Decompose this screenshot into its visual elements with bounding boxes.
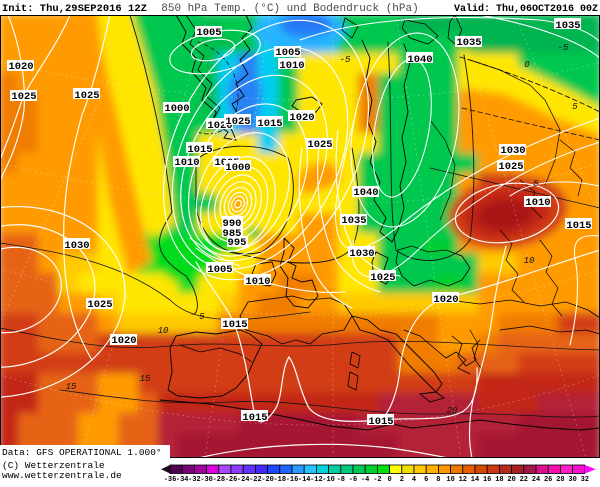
svg-text:1010: 1010 [525, 197, 550, 209]
svg-text:1005: 1005 [275, 47, 300, 59]
svg-text:1015: 1015 [222, 319, 247, 331]
svg-text:15: 15 [140, 374, 151, 384]
svg-text:1000: 1000 [164, 103, 189, 115]
svg-text:5: 5 [533, 179, 539, 189]
svg-text:-12: -12 [310, 476, 323, 482]
svg-text:-8: -8 [337, 476, 345, 482]
svg-text:15: 15 [66, 382, 77, 392]
svg-text:1005: 1005 [207, 264, 232, 276]
svg-text:5: 5 [199, 312, 205, 322]
svg-text:-2: -2 [373, 476, 381, 482]
svg-text:1015: 1015 [257, 118, 282, 130]
svg-text:32: 32 [581, 476, 589, 482]
svg-text:1025: 1025 [11, 91, 36, 103]
svg-text:10: 10 [446, 476, 454, 482]
svg-text:1015: 1015 [566, 220, 591, 232]
svg-text:-5: -5 [340, 55, 351, 65]
svg-text:10: 10 [524, 256, 535, 266]
svg-text:5: 5 [572, 102, 578, 112]
svg-text:Init: Thu,29SEP2016 12Z: Init: Thu,29SEP2016 12Z [2, 3, 147, 15]
svg-text:26: 26 [544, 476, 552, 482]
svg-text:6: 6 [424, 476, 428, 482]
svg-text:20: 20 [447, 406, 458, 416]
svg-text:18: 18 [495, 476, 503, 482]
svg-text:-24: -24 [237, 476, 250, 482]
svg-text:1020: 1020 [433, 294, 458, 306]
svg-text:1015: 1015 [242, 412, 267, 424]
svg-text:1035: 1035 [555, 20, 580, 32]
svg-text:-20: -20 [261, 476, 274, 482]
svg-text:1030: 1030 [349, 248, 374, 260]
svg-text:1025: 1025 [498, 161, 523, 173]
svg-text:1005: 1005 [196, 27, 221, 39]
svg-text:30: 30 [568, 476, 576, 482]
svg-text:16: 16 [483, 476, 491, 482]
svg-text:1035: 1035 [341, 215, 366, 227]
svg-text:-36: -36 [164, 476, 177, 482]
svg-text:4: 4 [412, 476, 416, 482]
svg-text:1020: 1020 [111, 335, 136, 347]
svg-text:-28: -28 [212, 476, 225, 482]
svg-text:14: 14 [471, 476, 479, 482]
svg-text:1015: 1015 [187, 144, 212, 156]
svg-text:10: 10 [158, 326, 169, 336]
svg-text:-16: -16 [286, 476, 299, 482]
svg-text:12: 12 [459, 476, 467, 482]
svg-text:1025: 1025 [307, 139, 332, 151]
svg-text:28: 28 [556, 476, 564, 482]
svg-text:1030: 1030 [500, 145, 525, 157]
svg-text:2: 2 [400, 476, 404, 482]
svg-text:Data: GFS OPERATIONAL 1.000°: Data: GFS OPERATIONAL 1.000° [2, 447, 162, 458]
svg-text:-14: -14 [298, 476, 311, 482]
svg-text:1015: 1015 [368, 416, 393, 428]
svg-text:1020: 1020 [289, 112, 314, 124]
svg-text:www.wetterzentrale.de: www.wetterzentrale.de [2, 470, 122, 481]
svg-text:1020: 1020 [8, 61, 33, 73]
svg-text:-32: -32 [188, 476, 201, 482]
svg-text:1010: 1010 [245, 276, 270, 288]
svg-text:1025: 1025 [87, 299, 112, 311]
svg-text:-18: -18 [273, 476, 286, 482]
svg-text:-6: -6 [349, 476, 357, 482]
svg-text:1000: 1000 [225, 162, 250, 174]
svg-text:1010: 1010 [279, 60, 304, 72]
svg-text:1025: 1025 [370, 272, 395, 284]
svg-text:24: 24 [532, 476, 540, 482]
svg-text:-34: -34 [176, 476, 189, 482]
svg-text:850 hPa Temp. (°C) und Bodendr: 850 hPa Temp. (°C) und Bodendruck (hPa) [161, 3, 418, 15]
svg-text:1025: 1025 [225, 116, 250, 128]
svg-text:-22: -22 [249, 476, 262, 482]
svg-text:0: 0 [387, 476, 391, 482]
svg-text:-4: -4 [361, 476, 369, 482]
svg-text:20: 20 [507, 476, 515, 482]
svg-text:Valid: Thu,06OCT2016 00Z: Valid: Thu,06OCT2016 00Z [454, 3, 598, 15]
svg-text:1010: 1010 [174, 157, 199, 169]
svg-text:1025: 1025 [74, 90, 99, 102]
svg-text:-30: -30 [200, 476, 213, 482]
svg-text:-5: -5 [558, 43, 569, 53]
svg-text:995: 995 [228, 237, 247, 249]
svg-text:1040: 1040 [353, 187, 378, 199]
svg-text:8: 8 [436, 476, 440, 482]
svg-text:1040: 1040 [407, 54, 432, 66]
svg-text:-10: -10 [322, 476, 335, 482]
svg-text:1035: 1035 [456, 37, 481, 49]
svg-text:0: 0 [524, 60, 530, 70]
svg-text:1030: 1030 [64, 240, 89, 252]
svg-text:(C) Wetterzentrale: (C) Wetterzentrale [2, 460, 105, 471]
svg-text:-26: -26 [225, 476, 238, 482]
svg-text:22: 22 [520, 476, 528, 482]
